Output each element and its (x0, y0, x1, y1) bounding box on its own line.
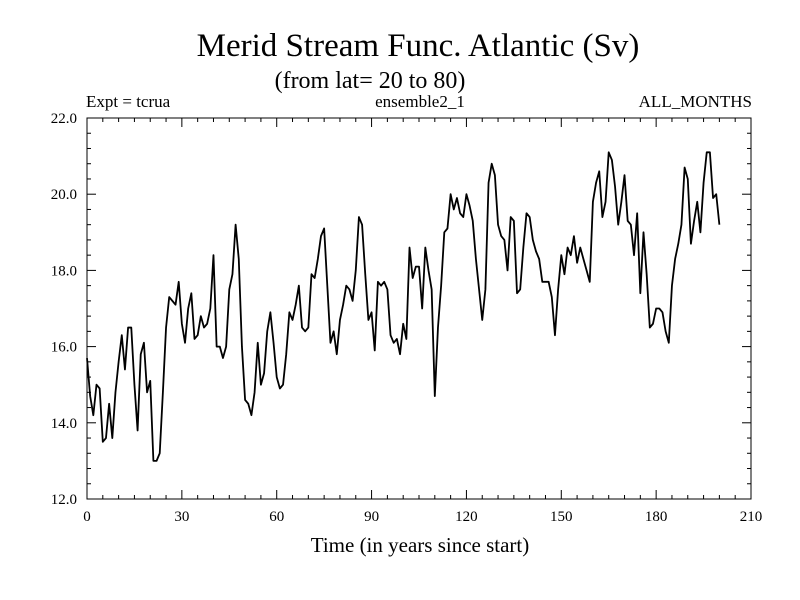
y-tick-label: 12.0 (51, 492, 77, 508)
plot-series (86, 151, 721, 462)
series-line (86, 151, 721, 462)
header-center-label: ensemble2_1 (375, 92, 465, 111)
y-tick-label: 16.0 (51, 340, 77, 356)
x-tick-label: 150 (550, 509, 573, 525)
x-tick-label: 180 (645, 509, 668, 525)
y-tick-label: 18.0 (51, 263, 77, 279)
x-tick-label: 0 (83, 509, 91, 525)
chart-subtitle: (from lat= 20 to 80) (275, 68, 466, 94)
x-tick-label: 30 (174, 509, 189, 525)
y-tick-label: 14.0 (51, 416, 77, 432)
x-axis-label: Time (in years since start) (311, 533, 530, 557)
x-tick-label: 60 (269, 509, 284, 525)
header-right-label: ALL_MONTHS (639, 92, 752, 111)
axes: 0 30 60 90 120 150 180 210 12.0 14.0 16.0 18.0 20.0 2… (51, 111, 763, 525)
x-tick-label: 120 (455, 509, 478, 525)
x-tick-label: 210 (740, 509, 763, 525)
y-tick-label: 22.0 (51, 111, 77, 127)
chart-title: Merid Stream Func. Atlantic (Sv) (197, 28, 640, 64)
x-tick-label: 90 (364, 509, 379, 525)
header-left-label: Expt = tcrua (86, 92, 171, 111)
y-tick-label: 20.0 (51, 187, 77, 203)
plot-frame (86, 117, 752, 500)
